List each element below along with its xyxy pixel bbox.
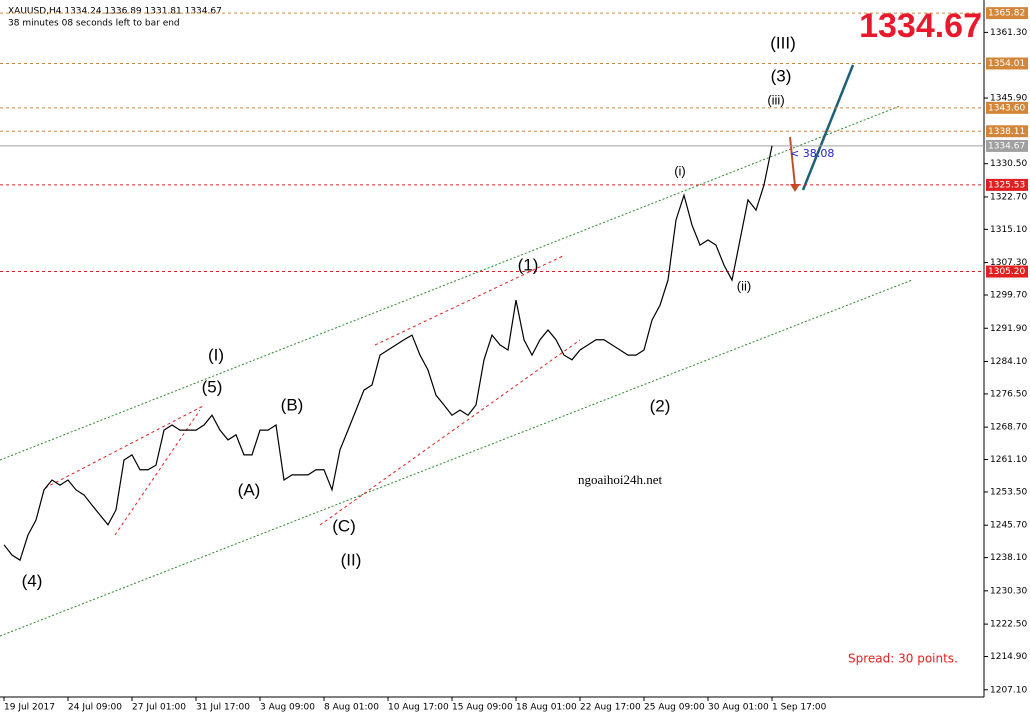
trend-line	[374, 254, 566, 346]
price-level-label: 1305.20	[988, 267, 1025, 277]
y-tick-label: 1261.10	[990, 455, 1027, 465]
x-tick-label: 15 Aug 09:00	[452, 703, 513, 713]
arrow-head	[790, 184, 800, 192]
x-tick-label: 18 Aug 01:00	[516, 703, 577, 713]
price-level-box	[986, 139, 1028, 152]
price-line	[3, 145, 773, 562]
y-tick-label: 1238.10	[990, 553, 1027, 563]
x-tick-label: 1 Sep 17:00	[772, 703, 827, 713]
y-tick-label: 1222.50	[990, 620, 1027, 630]
wave-label: (3)	[771, 66, 792, 85]
arrow-down	[789, 136, 796, 187]
wave-label: (2)	[650, 396, 671, 415]
x-tick-label: 3 Aug 09:00	[260, 703, 315, 713]
bar-timer: < 38:08	[790, 147, 834, 160]
trend-line	[44, 404, 206, 489]
wave-label: (1)	[518, 255, 539, 274]
price-level-label: 1343.60	[988, 103, 1025, 113]
y-tick-label: 1361.30	[990, 28, 1027, 38]
y-tick-label: 1268.70	[990, 423, 1027, 433]
x-tick-label: 19 Jul 2017	[4, 703, 55, 713]
price-level-box	[986, 178, 1028, 191]
y-tick-label: 1315.10	[990, 225, 1027, 235]
wave-label: (5)	[202, 377, 223, 396]
y-tick-label: 1214.90	[990, 652, 1027, 662]
channel-upper	[0, 105, 901, 461]
price-level-box	[986, 125, 1028, 138]
wave-label: (I)	[208, 345, 224, 364]
watermark: ngoaihoi24h.net	[578, 472, 663, 487]
y-tick-label: 1245.70	[990, 521, 1027, 531]
y-tick-label: 1345.90	[990, 94, 1027, 104]
x-tick-label: 8 Aug 01:00	[324, 703, 379, 713]
x-tick-label: 27 Jul 01:00	[132, 703, 186, 713]
price-level-box	[986, 265, 1028, 278]
y-tick-label: 1299.70	[990, 290, 1027, 300]
x-tick-label: 30 Aug 01:00	[708, 703, 769, 713]
trend-line	[114, 409, 201, 536]
y-tick-label: 1230.30	[990, 586, 1027, 596]
wave-label: (ii)	[737, 278, 751, 293]
price-level-label: 1334.67	[988, 141, 1025, 151]
wave-label: (II)	[341, 550, 362, 569]
wave-label: (C)	[332, 516, 356, 535]
x-tick-label: 10 Aug 17:00	[388, 703, 449, 713]
x-tick-label: 22 Aug 17:00	[580, 703, 641, 713]
price-level-box	[986, 57, 1028, 70]
wave-label: (iii)	[767, 92, 784, 107]
y-tick-label: 1284.10	[990, 357, 1027, 367]
wave-label: (A)	[238, 480, 261, 499]
y-tick-label: 1253.50	[990, 487, 1027, 497]
price-level-label: 1365.82	[988, 9, 1025, 19]
y-tick-label: 1307.30	[990, 258, 1027, 268]
x-tick-label: 25 Aug 09:00	[644, 703, 705, 713]
price-level-label: 1325.53	[988, 180, 1025, 190]
price-level-label: 1354.01	[988, 59, 1025, 69]
channel-lower	[0, 279, 913, 637]
price-level-label: 1338.11	[988, 127, 1025, 137]
trend-line	[319, 339, 581, 526]
price-level-box	[986, 7, 1028, 20]
wave-label: (4)	[22, 571, 43, 590]
x-tick-label: 31 Jul 17:00	[196, 703, 250, 713]
spread: Spread: 30 points.	[848, 652, 958, 666]
timer-header: 38 minutes 08 seconds left to bar end	[8, 19, 180, 29]
y-tick-label: 1330.50	[990, 159, 1027, 169]
wave-label: (B)	[281, 395, 304, 414]
wave-label: (i)	[674, 163, 686, 178]
y-tick-label: 1276.50	[990, 389, 1027, 399]
y-tick-label: 1322.70	[990, 192, 1027, 202]
symbol-header: XAUUSD,H4 1334.24 1336.89 1331.81 1334.6…	[8, 7, 222, 17]
price-level-box	[986, 101, 1028, 114]
y-tick-label: 1291.90	[990, 324, 1027, 334]
arrow-up	[801, 64, 855, 191]
y-tick-label: 1207.10	[990, 685, 1027, 695]
wave-label: (III)	[770, 33, 796, 52]
x-tick-label: 24 Jul 09:00	[68, 703, 122, 713]
